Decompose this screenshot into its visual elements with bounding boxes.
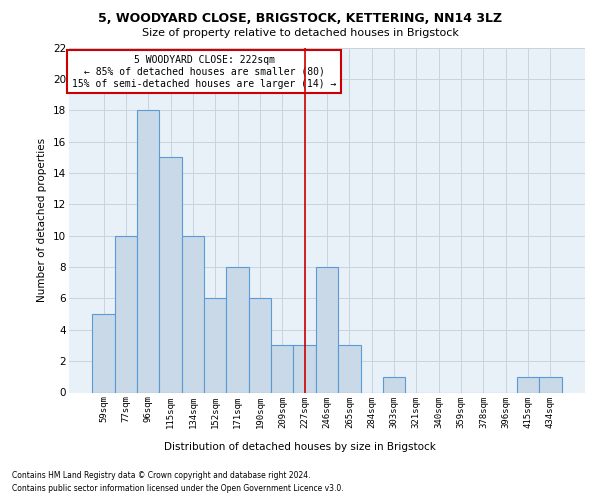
Bar bbox=[539, 377, 562, 392]
Text: 5 WOODYARD CLOSE: 222sqm
← 85% of detached houses are smaller (80)
15% of semi-d: 5 WOODYARD CLOSE: 222sqm ← 85% of detach… bbox=[72, 56, 337, 88]
Bar bbox=[338, 346, 361, 393]
Bar bbox=[383, 377, 405, 392]
Bar bbox=[316, 267, 338, 392]
Bar bbox=[249, 298, 271, 392]
Text: Size of property relative to detached houses in Brigstock: Size of property relative to detached ho… bbox=[142, 28, 458, 38]
Bar bbox=[204, 298, 226, 392]
Bar bbox=[137, 110, 160, 393]
Text: 5, WOODYARD CLOSE, BRIGSTOCK, KETTERING, NN14 3LZ: 5, WOODYARD CLOSE, BRIGSTOCK, KETTERING,… bbox=[98, 12, 502, 26]
Bar bbox=[271, 346, 293, 393]
Bar bbox=[160, 158, 182, 392]
Bar bbox=[226, 267, 249, 392]
Text: Distribution of detached houses by size in Brigstock: Distribution of detached houses by size … bbox=[164, 442, 436, 452]
Text: Contains public sector information licensed under the Open Government Licence v3: Contains public sector information licen… bbox=[12, 484, 344, 493]
Bar bbox=[517, 377, 539, 392]
Bar bbox=[182, 236, 204, 392]
Bar bbox=[293, 346, 316, 393]
Bar bbox=[115, 236, 137, 392]
Y-axis label: Number of detached properties: Number of detached properties bbox=[37, 138, 47, 302]
Bar bbox=[92, 314, 115, 392]
Text: Contains HM Land Registry data © Crown copyright and database right 2024.: Contains HM Land Registry data © Crown c… bbox=[12, 471, 311, 480]
